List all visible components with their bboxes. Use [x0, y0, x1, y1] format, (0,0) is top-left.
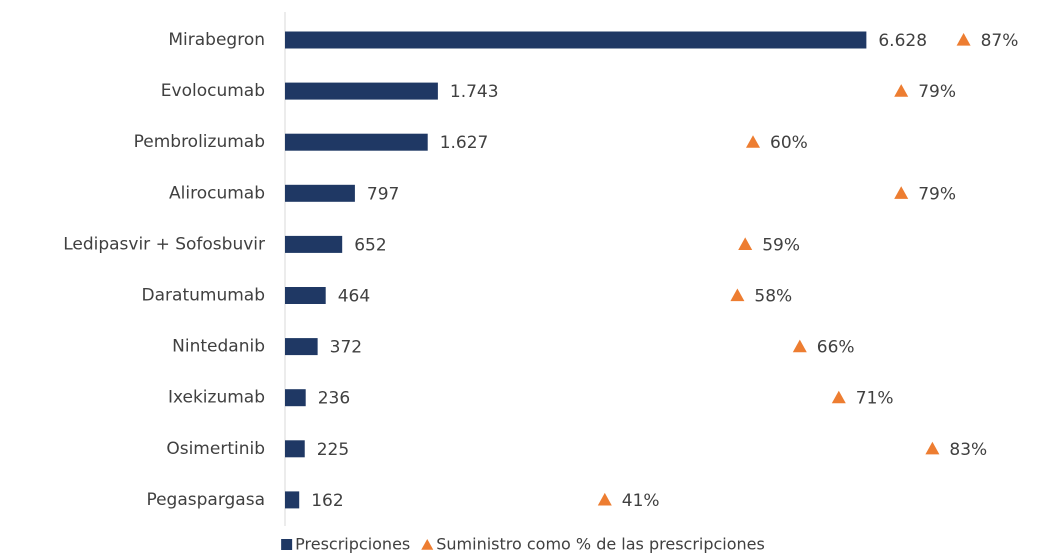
category-label: Pegaspargasa — [146, 490, 265, 510]
category-label: Nintedanib — [172, 337, 265, 357]
category-label: Osimertinib — [166, 439, 265, 459]
legend-label: Prescripciones — [295, 535, 410, 554]
category-label: Mirabegron — [168, 30, 265, 50]
value-label: 372 — [330, 338, 362, 358]
legend: Prescripciones Suministro como % de las p… — [281, 535, 765, 554]
bar — [285, 389, 306, 407]
value-label: 225 — [317, 440, 349, 460]
bar — [285, 287, 326, 304]
value-label: 652 — [354, 235, 386, 255]
category-label: Daratumumab — [142, 286, 265, 306]
value-label: 83% — [949, 440, 987, 460]
value-label: 797 — [367, 184, 399, 204]
bar — [285, 133, 428, 151]
category-label: Alirocumab — [169, 183, 265, 203]
category-label: Pembrolizumab — [134, 132, 265, 152]
bar — [285, 31, 867, 49]
marker — [956, 33, 971, 46]
value-label: 236 — [318, 389, 350, 409]
marker — [831, 390, 846, 404]
bar — [285, 338, 318, 356]
legend-swatch — [281, 539, 293, 550]
value-label: 66% — [817, 338, 855, 358]
value-label: 464 — [338, 287, 370, 307]
value-label: 162 — [311, 491, 343, 511]
marker — [730, 288, 745, 302]
value-label: 58% — [754, 287, 792, 307]
bar — [285, 491, 300, 509]
bar — [285, 440, 305, 458]
value-label: 59% — [762, 235, 800, 255]
marker — [894, 84, 909, 97]
bar — [285, 184, 355, 202]
value-label: 79% — [918, 184, 956, 204]
marker — [738, 237, 753, 250]
marker — [792, 339, 807, 353]
category-label: Ixekizumab — [168, 388, 265, 408]
value-label: 6.628 — [878, 31, 927, 51]
value-label: 71% — [856, 389, 894, 409]
legend-swatch — [421, 539, 434, 550]
bar — [285, 235, 343, 253]
legend-label: Suministro como % de las prescripciones — [436, 535, 765, 554]
marker — [894, 186, 909, 199]
value-label: 1.627 — [440, 133, 489, 153]
marker — [597, 492, 612, 506]
value-label: 41% — [622, 491, 660, 511]
value-label: 60% — [770, 133, 808, 153]
marker — [925, 441, 940, 455]
value-label: 87% — [981, 31, 1019, 51]
value-label: 1.743 — [450, 82, 499, 102]
bar — [285, 82, 438, 100]
value-label: 79% — [918, 82, 956, 102]
category-label: Evolocumab — [161, 81, 265, 101]
marker — [746, 135, 760, 148]
category-label: Ledipasvir + Sofosbuvir — [63, 234, 265, 254]
